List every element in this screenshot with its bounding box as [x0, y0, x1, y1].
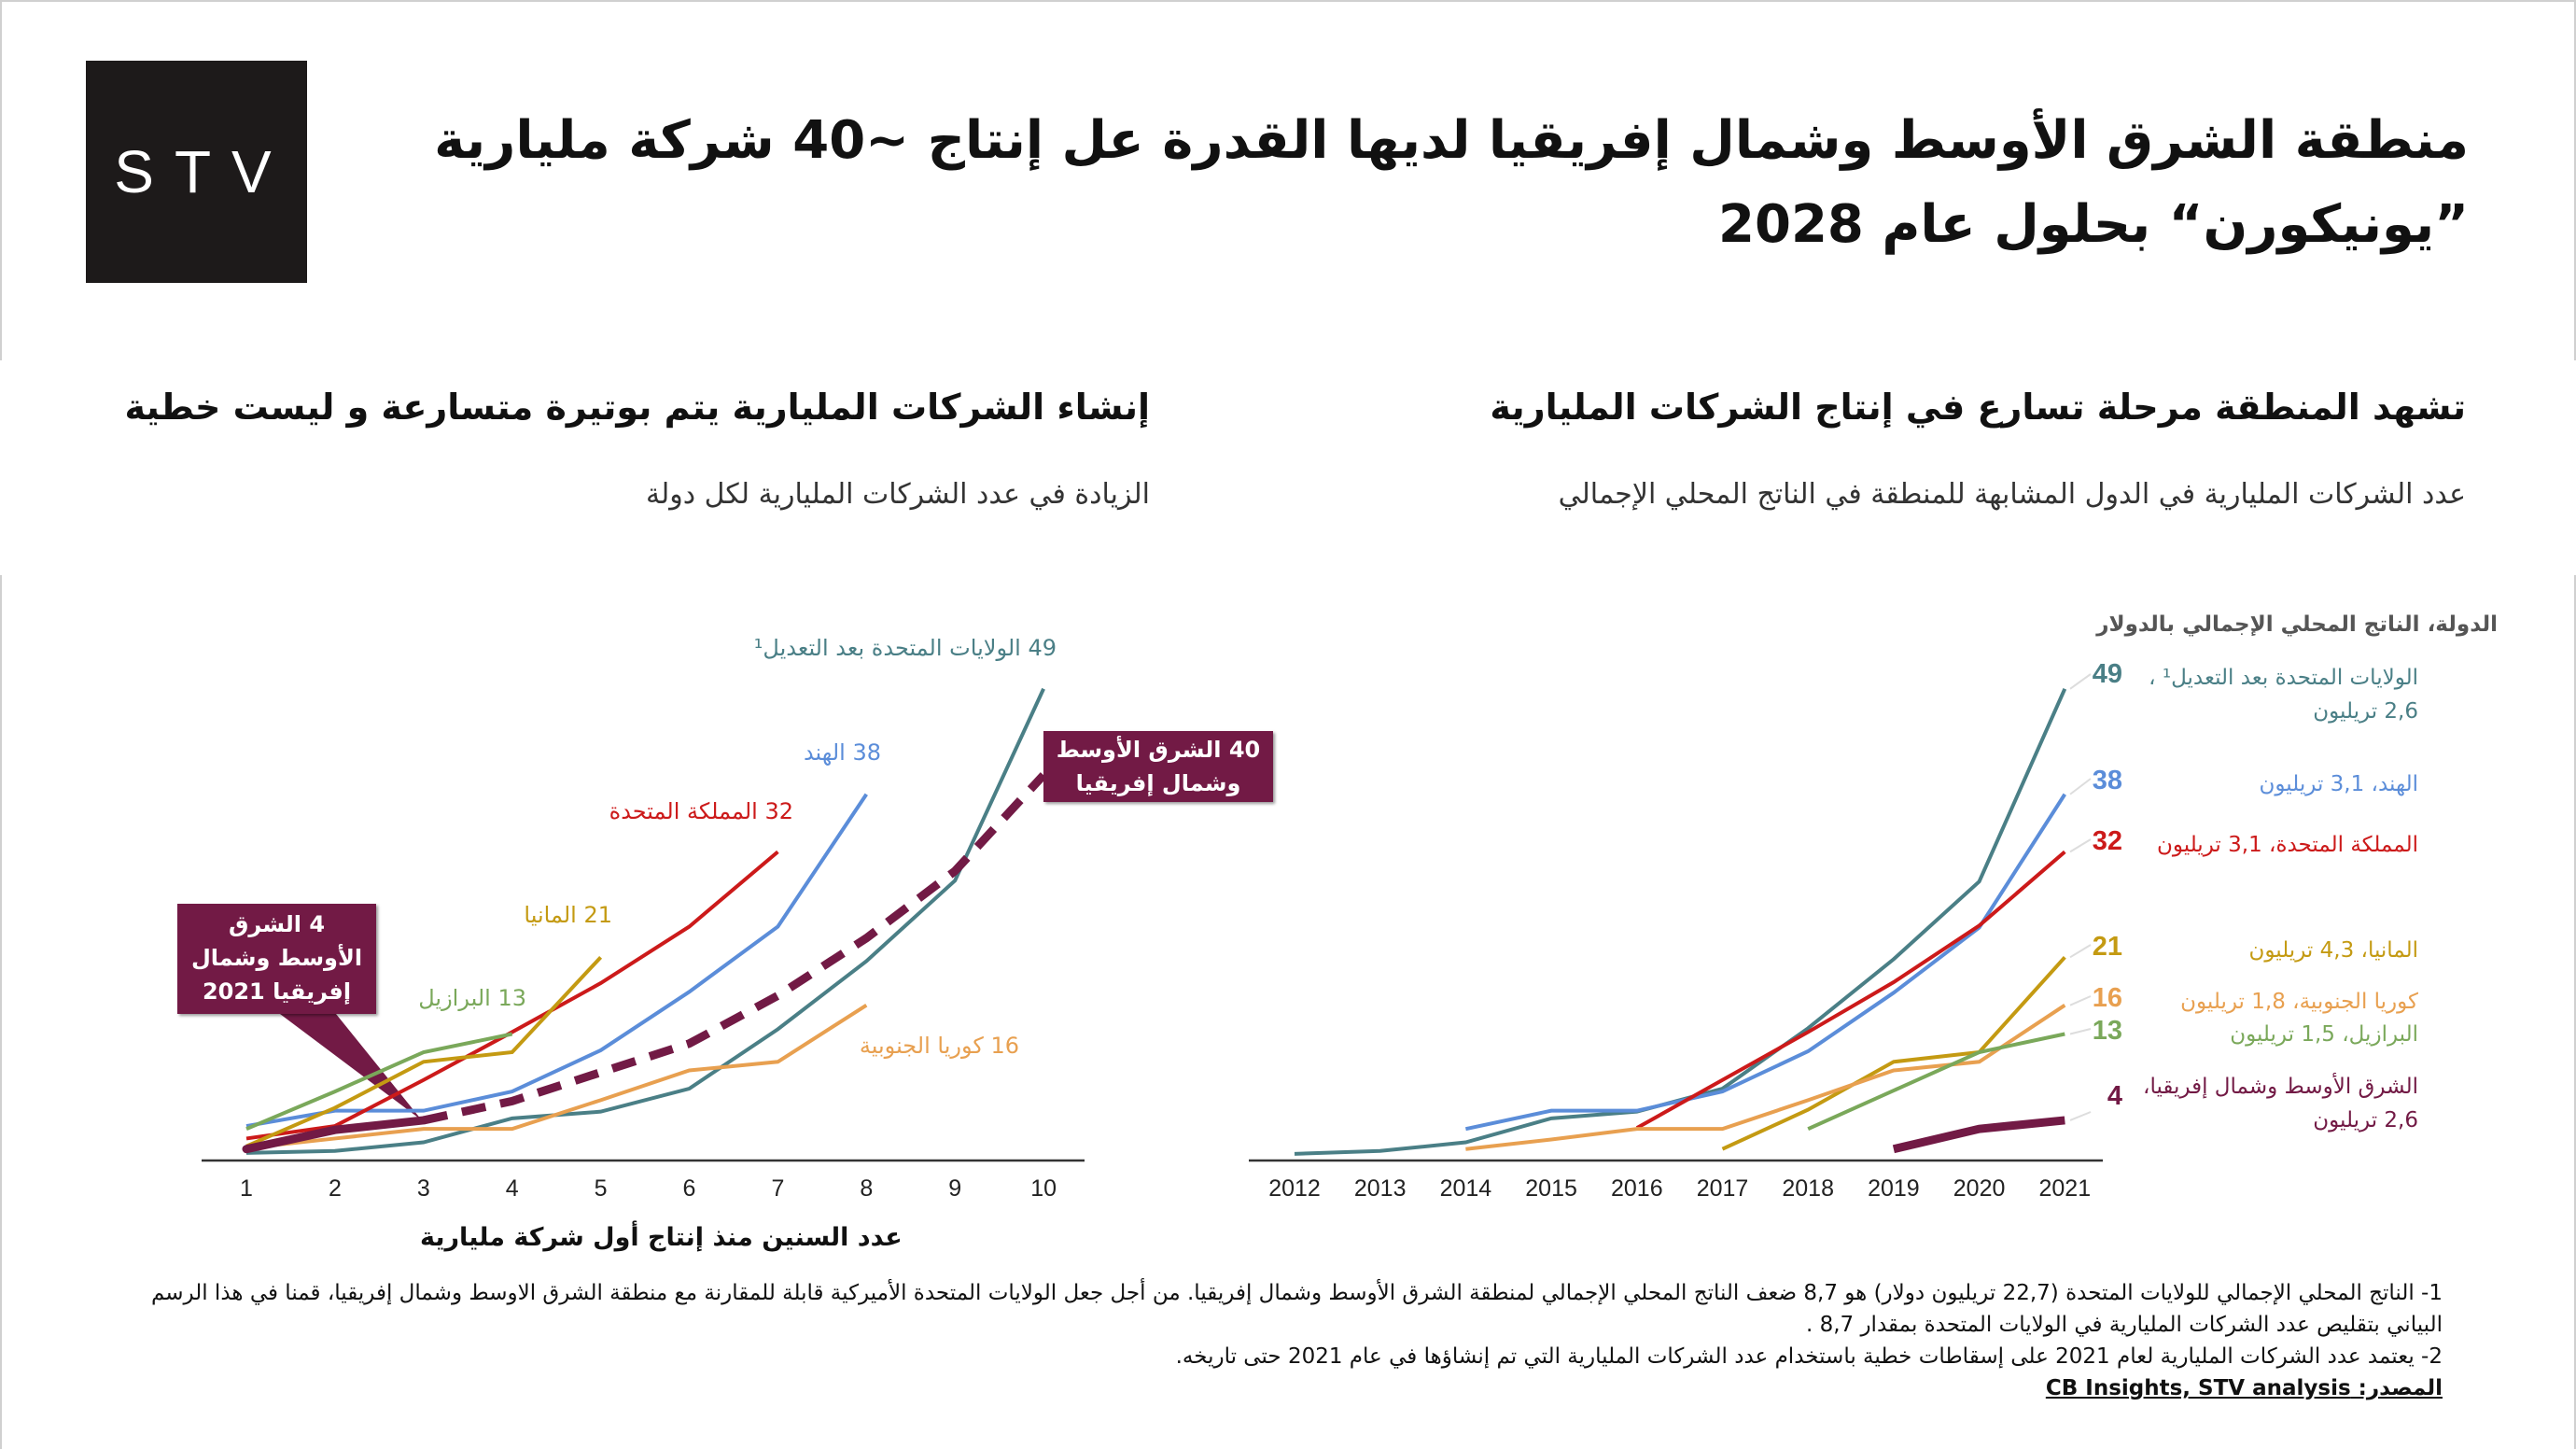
leader-line-uk — [2069, 838, 2092, 853]
left-section-subtitle: الزيادة في عدد الشركات المليارية لكل دول… — [646, 478, 1150, 511]
footnotes: 1- الناتج المحلي الإجمالي للولايات المتح… — [132, 1277, 2443, 1404]
x-tick-label: 2015 — [1525, 1175, 1577, 1202]
right-section-subtitle: عدد الشركات المليارية في الدول المشابهة … — [1558, 478, 2466, 511]
series-line-brazil — [1807, 1032, 2065, 1131]
x-tick-label: 2018 — [1782, 1175, 1834, 1202]
legend-value-brazil: 13 — [2092, 1016, 2122, 1046]
callout-pointer — [280, 1014, 422, 1120]
legend-item-korea: كوريا الجنوبية، 1,8 تريليون — [2180, 990, 2418, 1014]
x-tick-label: 2014 — [1440, 1175, 1492, 1202]
series-label-uk: 32 المملكة المتحدة — [609, 798, 793, 824]
x-tick-label: 2012 — [1268, 1175, 1321, 1202]
x-tick-label: 10 — [1030, 1175, 1057, 1202]
footnote-2: 2- يعتمد عدد الشركات المليارية لعام 2021… — [1175, 1344, 2443, 1369]
series-line-germany — [1721, 955, 2066, 1151]
x-tick-label: 9 — [948, 1175, 961, 1202]
source-note: المصدر: CB Insights, STV analysis — [2045, 1376, 2443, 1400]
series-line-korea — [245, 1003, 868, 1150]
legend-value-germany: 21 — [2092, 932, 2122, 962]
legend-item-brazil: البرازيل، 1,5 تريليون — [2230, 1022, 2418, 1047]
legend-item-mena: الشرق الأوسط وشمال إفريقيا، 2,6 تريليون — [2143, 1075, 2418, 1132]
leader-line-us — [2069, 673, 2092, 690]
page-title-line2: ”يونيكورن“ بحلول عام 2028 — [1718, 194, 2469, 255]
x-tick-label: 2017 — [1697, 1175, 1749, 1202]
x-tick-label: 1 — [240, 1175, 253, 1202]
series-line-uk — [1635, 850, 2066, 1130]
x-tick-label: 2021 — [2038, 1175, 2091, 1202]
left-x-axis-label: عدد السنين منذ إنتاج أول شركة مليارية — [420, 1223, 903, 1252]
callout-line: إفريقيا 2021 — [202, 978, 352, 1005]
charts-frame — [0, 575, 2576, 1449]
x-tick-label: 2019 — [1868, 1175, 1920, 1202]
right-line-chart: 2012 2013 2014 2015 2016 2017 2018 2019 2020 2021 — [1249, 673, 2103, 1202]
x-tick-label: 6 — [683, 1175, 696, 1202]
series-line-germany — [245, 955, 603, 1148]
left-line-chart: 1 2 3 4 5 6 7 8 9 10 — [202, 687, 1085, 1202]
series-line-brazil — [245, 1032, 513, 1132]
legend-item-india: الهند، 3,1 تريليون — [2259, 772, 2418, 796]
series-label-us: 49 الولايات المتحدة بعد التعديل¹ — [753, 635, 1057, 661]
right-section-heading: تشهد المنطقة مرحلة تسارع في إنتاج الشركا… — [1490, 387, 2466, 428]
legend-value-us: 49 — [2092, 659, 2122, 689]
legend-value-india: 38 — [2092, 766, 2122, 795]
footnote-1: 1- الناتج المحلي الإجمالي للولايات المتح… — [150, 1281, 2443, 1337]
leader-line-brazil — [2069, 1028, 2092, 1035]
legend-value-mena: 4 — [2107, 1081, 2122, 1111]
leader-line-mena — [2069, 1111, 2092, 1121]
x-tick-label: 3 — [417, 1175, 430, 1202]
series-label-korea: 16 كوريا الجنوبية — [859, 1033, 1019, 1059]
callout-line: 4 الشرق — [228, 911, 326, 937]
series-line-mena — [1892, 1116, 2065, 1154]
callout-mena-2028: 40 الشرق الأوسط وشمال إفريقيا 2028 — [1043, 731, 1273, 830]
series-line-india — [1464, 793, 2066, 1132]
series-line-india — [245, 793, 868, 1129]
series-line-mena-projected — [422, 772, 1047, 1125]
callout-line: 40 الشرق الأوسط — [1056, 737, 1261, 763]
series-line-korea — [1465, 1004, 2066, 1151]
x-tick-label: 7 — [771, 1175, 784, 1202]
left-section-heading: إنشاء الشركات المليارية يتم بوتيرة متسار… — [124, 387, 1150, 428]
header-frame — [0, 0, 2576, 360]
callout-line: وشمال إفريقيا 2028 — [1075, 770, 1241, 830]
series-line-us — [1294, 687, 2067, 1156]
legend-value-korea: 16 — [2092, 983, 2122, 1013]
series-label-india: 38 الهند — [803, 739, 881, 766]
callout-mena-2021: 4 الشرق الأوسط وشمال إفريقيا 2021 — [177, 904, 376, 1014]
x-tick-label: 2013 — [1354, 1175, 1407, 1202]
x-tick-label: 4 — [506, 1175, 519, 1202]
legend-item-germany: المانيا، 4,3 تريليون — [2248, 938, 2418, 963]
series-line-mena — [242, 1116, 428, 1154]
legend-item-uk: المملكة المتحدة، 3,1 تريليون — [2156, 833, 2418, 857]
x-tick-label: 2 — [329, 1175, 342, 1202]
legend-item-us: الولايات المتحدة بعد التعديل¹ ، 2,6 تريل… — [2149, 666, 2418, 724]
leader-line-india — [2069, 778, 2092, 795]
legend-value-uk: 32 — [2092, 826, 2122, 856]
page-title-line1: منطقة الشرق الأوسط وشمال إفريقيا لديها ا… — [434, 110, 2469, 171]
x-tick-label: 2020 — [1953, 1175, 2006, 1202]
x-tick-label: 8 — [860, 1175, 873, 1202]
stv-logo: STV — [86, 61, 307, 283]
x-tick-label: 2016 — [1611, 1175, 1663, 1202]
legend-title: الدولة، الناتج المحلي الإجمالي بالدولار — [2096, 612, 2498, 637]
leader-line-germany — [2069, 944, 2092, 959]
series-line-us — [245, 687, 1045, 1155]
callout-line: الأوسط وشمال — [190, 945, 363, 971]
x-tick-label: 5 — [595, 1175, 608, 1202]
series-label-germany: 21 المانيا — [524, 902, 612, 928]
series-label-brazil: 13 البرازيل — [418, 985, 526, 1011]
leader-line-korea — [2069, 995, 2092, 1006]
